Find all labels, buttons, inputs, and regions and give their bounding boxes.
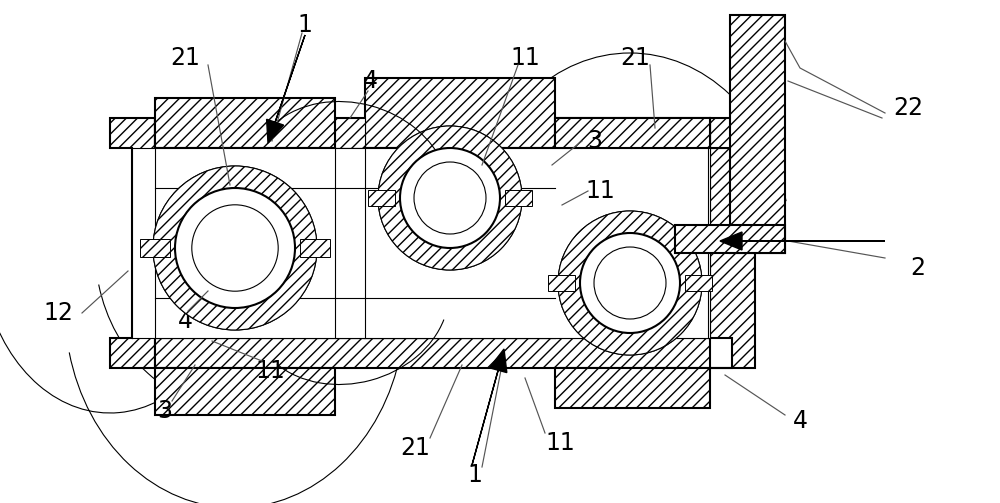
- Circle shape: [580, 233, 680, 333]
- Text: 11: 11: [255, 359, 285, 383]
- Polygon shape: [365, 78, 555, 148]
- Bar: [368, 190, 395, 206]
- Polygon shape: [555, 368, 710, 408]
- Polygon shape: [155, 148, 555, 338]
- Polygon shape: [555, 118, 710, 148]
- Circle shape: [558, 211, 702, 355]
- Text: 4: 4: [792, 409, 808, 433]
- Text: 21: 21: [170, 46, 200, 70]
- Bar: [505, 190, 532, 206]
- Bar: [335, 148, 365, 188]
- Text: 11: 11: [585, 179, 615, 203]
- Circle shape: [175, 188, 295, 308]
- Bar: [548, 275, 575, 291]
- FancyArrow shape: [720, 232, 885, 250]
- Circle shape: [378, 126, 522, 270]
- Polygon shape: [155, 338, 710, 368]
- Polygon shape: [710, 148, 755, 368]
- Text: 21: 21: [400, 436, 430, 460]
- Text: 12: 12: [43, 301, 73, 325]
- Text: 3: 3: [158, 399, 173, 423]
- Circle shape: [594, 247, 666, 319]
- Bar: [140, 239, 170, 257]
- Polygon shape: [155, 368, 335, 415]
- Text: 1: 1: [298, 13, 312, 37]
- Polygon shape: [110, 118, 155, 368]
- Text: 3: 3: [588, 129, 602, 153]
- Polygon shape: [710, 118, 755, 148]
- Bar: [300, 239, 330, 257]
- Polygon shape: [155, 118, 710, 148]
- Circle shape: [153, 166, 317, 330]
- Circle shape: [153, 166, 317, 330]
- Polygon shape: [335, 118, 365, 148]
- Bar: [132, 148, 710, 338]
- Bar: [675, 225, 785, 253]
- Polygon shape: [155, 98, 335, 148]
- Circle shape: [192, 205, 278, 291]
- Text: 1: 1: [468, 463, 482, 487]
- Circle shape: [378, 126, 522, 270]
- Bar: [730, 15, 785, 253]
- Text: 11: 11: [545, 431, 575, 455]
- Bar: [685, 275, 712, 291]
- FancyArrow shape: [472, 349, 507, 465]
- Circle shape: [558, 211, 702, 355]
- Text: 4: 4: [362, 69, 378, 93]
- Text: 4: 4: [178, 309, 192, 333]
- Text: 2: 2: [910, 256, 926, 280]
- Bar: [335, 298, 365, 338]
- Circle shape: [414, 162, 486, 234]
- Text: 21: 21: [620, 46, 650, 70]
- FancyArrow shape: [267, 35, 305, 143]
- Text: 11: 11: [510, 46, 540, 70]
- Polygon shape: [365, 298, 555, 338]
- Text: 22: 22: [893, 96, 923, 120]
- Circle shape: [400, 148, 500, 248]
